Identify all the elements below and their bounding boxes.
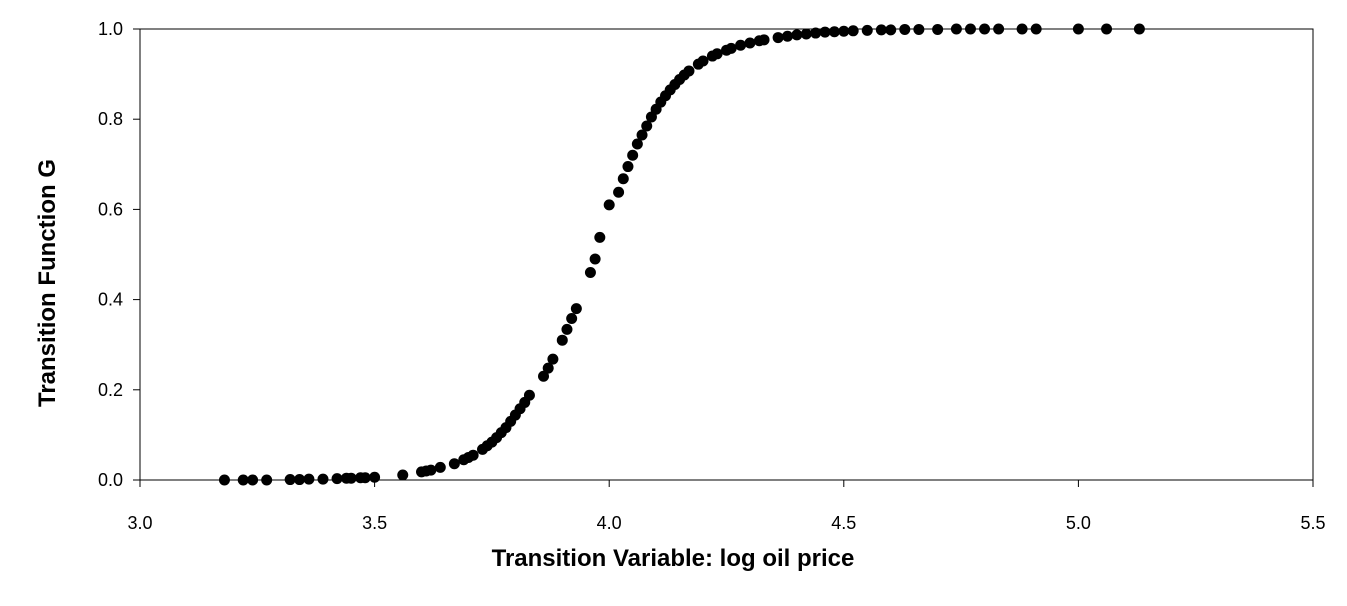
data-point <box>875 24 887 36</box>
data-point <box>359 472 371 484</box>
y-tick-label: 1.0 <box>98 19 123 39</box>
data-point <box>683 65 695 77</box>
data-point <box>636 129 648 141</box>
data-point <box>617 173 629 185</box>
data-point <box>847 25 859 37</box>
y-tick-label: 0.6 <box>98 199 123 219</box>
data-point <box>1133 23 1145 35</box>
data-point <box>861 24 873 36</box>
x-axis-ticks: 3.0 3.5 4.0 4.5 5.0 5.5 <box>127 480 1326 533</box>
y-axis-ticks: 0.0 0.2 0.4 0.6 0.8 1.0 <box>98 19 140 490</box>
data-point <box>434 461 446 473</box>
data-point <box>913 23 925 35</box>
data-point <box>613 186 625 198</box>
data-point <box>603 199 615 211</box>
data-point <box>561 323 573 335</box>
data-point <box>641 120 653 132</box>
data-point <box>631 138 643 150</box>
data-point <box>284 474 296 486</box>
data-point <box>467 449 479 461</box>
x-axis-title: Transition Variable: log oil price <box>492 545 855 572</box>
data-point <box>932 23 944 35</box>
data-point <box>885 24 897 36</box>
data-point <box>781 30 793 42</box>
x-tick-label: 3.5 <box>362 513 387 533</box>
data-point <box>791 29 803 41</box>
data-point <box>744 37 756 49</box>
data-point <box>964 23 976 35</box>
data-point <box>542 362 554 374</box>
data-point <box>448 458 460 470</box>
data-point <box>570 303 582 315</box>
data-point <box>247 474 259 486</box>
y-tick-label: 0.4 <box>98 290 123 310</box>
data-point <box>735 39 747 51</box>
data-point <box>758 34 770 46</box>
data-point <box>993 23 1005 35</box>
data-point <box>237 474 249 486</box>
data-point <box>1101 23 1113 35</box>
data-point <box>345 472 357 484</box>
data-point <box>725 42 737 54</box>
x-tick-label: 5.0 <box>1066 513 1091 533</box>
data-point <box>627 149 639 161</box>
data-point <box>838 25 850 37</box>
y-axis-title: Transition Function G <box>34 159 61 407</box>
data-point <box>697 55 709 67</box>
data-point <box>622 161 634 173</box>
data-points <box>218 23 1145 486</box>
x-tick-label: 4.0 <box>597 513 622 533</box>
data-point <box>1072 23 1084 35</box>
data-point <box>1030 23 1042 35</box>
data-point <box>294 474 306 486</box>
data-point <box>566 313 578 325</box>
y-tick-label: 0.2 <box>98 380 123 400</box>
data-point <box>584 267 596 279</box>
data-point <box>979 23 991 35</box>
data-point <box>772 32 784 44</box>
x-tick-label: 5.5 <box>1300 513 1325 533</box>
data-point <box>218 474 230 486</box>
y-tick-label: 0.8 <box>98 109 123 129</box>
data-point <box>523 389 535 401</box>
data-point <box>950 23 962 35</box>
plot-area <box>139 28 1314 481</box>
data-point <box>369 471 381 483</box>
data-point <box>538 370 550 382</box>
data-point <box>594 231 606 243</box>
data-point <box>828 26 840 38</box>
data-point <box>303 473 315 485</box>
y-tick-label: 0.0 <box>98 470 123 490</box>
data-point <box>899 23 911 35</box>
data-point <box>819 26 831 38</box>
data-point <box>810 27 822 39</box>
x-tick-label: 4.5 <box>831 513 856 533</box>
data-point <box>589 253 601 265</box>
data-point <box>397 469 409 481</box>
data-point <box>425 464 437 476</box>
x-tick-label: 3.0 <box>127 513 152 533</box>
data-point <box>317 473 329 485</box>
data-point <box>331 473 343 485</box>
data-point <box>261 474 273 486</box>
data-point <box>547 353 559 365</box>
data-point <box>711 48 723 60</box>
data-point <box>556 334 568 346</box>
data-point <box>800 28 812 40</box>
data-point <box>1016 23 1028 35</box>
